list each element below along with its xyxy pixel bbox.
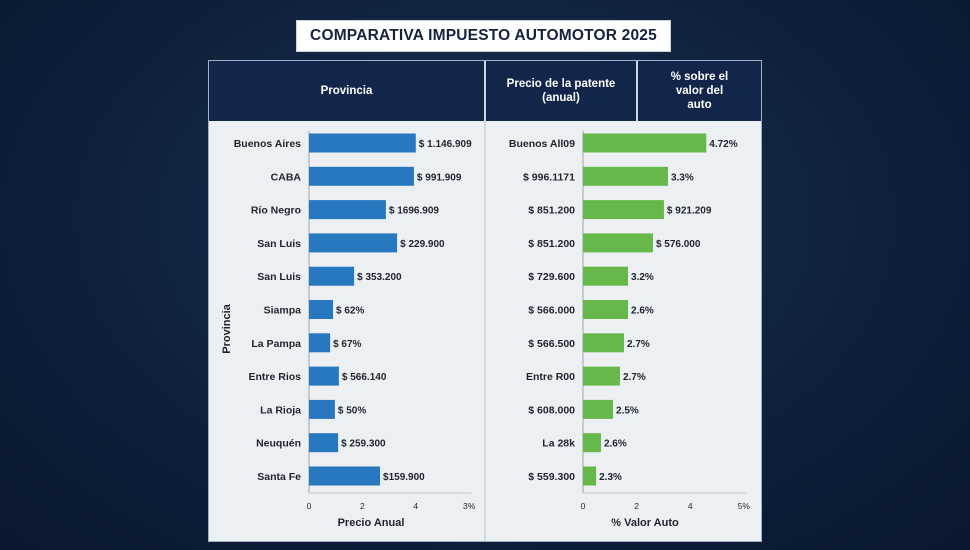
right-data-label: 2.7% xyxy=(627,339,650,350)
right-category-label: $ 851.200 xyxy=(528,238,575,250)
left-category-label: La Rioja xyxy=(260,404,301,416)
right-bar xyxy=(583,433,601,453)
right-data-label: 2.3% xyxy=(599,472,622,483)
left-bar xyxy=(309,433,339,453)
right-data-label: $ 576.000 xyxy=(656,239,701,250)
right-category-label: $ 566.000 xyxy=(528,305,575,317)
right-bar xyxy=(583,133,707,153)
right-category-label: $ 566.500 xyxy=(528,338,575,350)
left-data-label: $ 259.300 xyxy=(341,439,386,450)
right-category-label: Entre R00 xyxy=(526,371,575,383)
left-bar xyxy=(309,333,331,353)
chart-title: COMPARATIVA IMPUESTO AUTOMOTOR 2025 xyxy=(296,20,671,52)
left-category-label: Buenos Aires xyxy=(234,138,301,150)
left-bar xyxy=(309,399,335,419)
header-provincia: Provincia xyxy=(209,61,486,121)
right-x-axis-title: % Valor Auto xyxy=(611,517,679,529)
left-bar xyxy=(309,266,355,286)
header-porcentaje: % sobre el valor del auto xyxy=(638,61,761,121)
right-x-tick: 2 xyxy=(634,501,639,511)
left-y-axis-title: Provincia xyxy=(221,303,233,353)
right-category-label: $ 996.1171 xyxy=(523,171,575,183)
header-precio: Precio de la patente (anual) xyxy=(486,61,638,121)
left-category-label: Río Negro xyxy=(251,205,301,217)
left-x-tick: 3% xyxy=(463,501,476,511)
bar-charts: Buenos Aires $ 1.146.909 CABA $ 991.909 Río … xyxy=(221,131,751,529)
right-data-label: 2.5% xyxy=(616,405,639,416)
right-category-label: $ 559.300 xyxy=(528,471,575,483)
right-x-tick: 0 xyxy=(581,501,586,511)
left-data-label: $ 991.909 xyxy=(417,172,462,183)
right-data-label: $ 921.209 xyxy=(667,206,712,217)
right-bar xyxy=(583,266,629,286)
left-category-label: Entre Rios xyxy=(248,371,301,383)
right-category-label: $ 608.000 xyxy=(528,404,575,416)
left-bar xyxy=(309,300,334,319)
right-data-label: 2.6% xyxy=(631,306,654,317)
left-category-label: Siampa xyxy=(264,305,302,317)
right-bar xyxy=(583,300,629,319)
left-category-label: San Luis xyxy=(257,271,301,283)
left-category-label: La Pampa xyxy=(251,338,301,350)
chart-panel: Provincia Precio de la patente (anual) %… xyxy=(208,60,762,542)
right-bar xyxy=(583,166,668,186)
right-data-label: 4.72% xyxy=(709,139,737,150)
left-bar xyxy=(309,233,398,253)
left-bar xyxy=(309,133,416,153)
left-data-label: $ 1696.909 xyxy=(389,206,439,217)
left-bar xyxy=(309,366,339,386)
right-bar xyxy=(583,399,614,419)
left-x-tick: 2 xyxy=(360,501,365,511)
right-x-tick: 4 xyxy=(688,501,693,511)
right-bar xyxy=(583,200,664,220)
right-data-label: 2.6% xyxy=(604,439,627,450)
right-data-label: 3.2% xyxy=(631,272,654,283)
right-bar xyxy=(583,366,620,386)
left-data-label: $ 1.146.909 xyxy=(419,139,472,150)
left-data-label: $159.900 xyxy=(383,472,425,483)
left-data-label: $ 62% xyxy=(336,306,364,317)
right-bar xyxy=(583,466,597,486)
left-data-label: $ 50% xyxy=(338,405,366,416)
left-category-label: Neuquén xyxy=(256,438,301,450)
right-x-tick: 5% xyxy=(738,501,751,511)
left-bar xyxy=(309,466,381,486)
left-data-label: $ 67% xyxy=(333,339,361,350)
right-category-label: La 28k xyxy=(542,438,575,450)
left-x-tick: 0 xyxy=(307,501,312,511)
left-bar xyxy=(309,166,414,186)
left-x-tick: 4 xyxy=(413,501,418,511)
left-bar xyxy=(309,200,386,220)
left-data-label: $ 566.140 xyxy=(342,372,387,383)
right-data-label: 3.3% xyxy=(671,172,694,183)
right-bar xyxy=(583,333,625,353)
right-category-label: $ 729.600 xyxy=(528,271,575,283)
left-data-label: $ 229.900 xyxy=(400,239,445,250)
right-category-label: Buenos All09 xyxy=(509,138,575,150)
left-data-label: $ 353.200 xyxy=(357,272,402,283)
right-bar xyxy=(583,233,653,253)
right-data-label: 2.7% xyxy=(623,372,646,383)
left-category-label: CABA xyxy=(271,171,302,183)
panel-divider xyxy=(484,61,486,541)
right-category-label: $ 851.200 xyxy=(528,205,575,217)
left-x-axis-title: Precio Anual xyxy=(338,517,405,529)
left-category-label: Santa Fe xyxy=(257,471,301,483)
left-category-label: San Luis xyxy=(257,238,301,250)
